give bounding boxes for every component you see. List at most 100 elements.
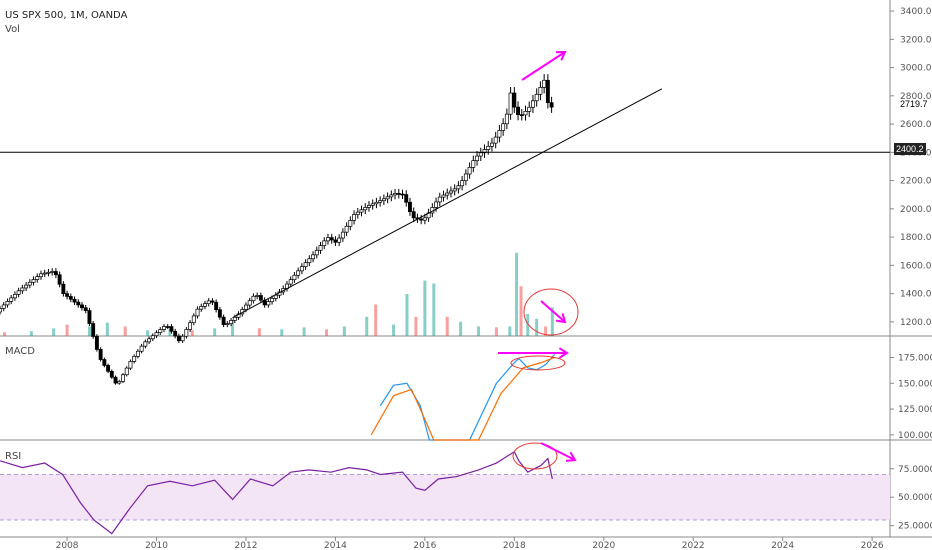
- volume-bar: [508, 326, 512, 336]
- volume-bar: [65, 324, 69, 336]
- candle-body: [80, 304, 84, 309]
- candle-body: [154, 332, 159, 337]
- volume-bar: [365, 316, 369, 336]
- candle-body: [340, 231, 345, 239]
- volume-bar: [515, 252, 519, 336]
- candle-body: [296, 270, 301, 276]
- time-tick-label: 2008: [56, 541, 79, 550]
- volume-bar: [477, 326, 481, 336]
- volume-bar: [494, 327, 498, 336]
- candle-body: [176, 335, 181, 342]
- candle-body: [441, 194, 446, 198]
- candle-body: [65, 293, 70, 297]
- candle-body: [5, 301, 10, 306]
- candle-body: [523, 111, 528, 116]
- hline-price-tag: 2400.2: [894, 143, 926, 155]
- time-tick-label: 2016: [413, 541, 436, 550]
- candle-body: [352, 214, 357, 221]
- candle-body: [206, 300, 211, 305]
- volume-bar: [324, 329, 328, 336]
- macd-tick-label: 175.0000: [898, 353, 932, 363]
- candle-body: [445, 192, 450, 196]
- candle-body: [534, 93, 539, 102]
- candle-body: [292, 274, 297, 281]
- candle-body: [363, 207, 368, 211]
- volume-circle: [523, 288, 579, 336]
- rsi-band: [0, 474, 890, 520]
- time-tick-label: 2020: [592, 541, 615, 550]
- candle-body: [188, 322, 193, 330]
- candle-body: [545, 79, 550, 104]
- time-tick-label: 2018: [503, 541, 526, 550]
- volume-bar: [423, 280, 427, 336]
- candle-body: [311, 254, 316, 260]
- candle-body: [329, 237, 334, 241]
- price-tick-label: 1800.0: [900, 233, 932, 243]
- candle-body: [512, 92, 517, 108]
- candle-body: [367, 205, 371, 208]
- candle-body: [106, 365, 111, 372]
- volume-bar: [414, 316, 418, 336]
- candle-body: [508, 92, 513, 115]
- price-tick-label: 3200.0: [900, 35, 932, 45]
- volume-bar: [519, 286, 523, 336]
- time-tick-label: 2010: [145, 541, 168, 550]
- volume-bar: [257, 328, 261, 336]
- candle-body: [303, 262, 308, 267]
- candle-body: [389, 194, 394, 198]
- candle-body: [270, 298, 275, 303]
- volume-down-arrow-head: [555, 313, 567, 324]
- price-tick-label: 2800.0: [900, 92, 932, 102]
- candle-body: [225, 323, 230, 325]
- candle-body: [217, 309, 222, 318]
- candle-body: [374, 201, 379, 205]
- candle-body: [519, 114, 524, 117]
- macd-flat-arrow-head: [558, 347, 569, 359]
- candle-body: [549, 102, 554, 108]
- rsi-line: [0, 450, 553, 535]
- volume-bar: [123, 326, 127, 336]
- candle-body: [12, 293, 17, 299]
- candle-body: [437, 196, 442, 203]
- macd-line: [379, 353, 556, 441]
- rsi-tick-label: 75.0000: [898, 465, 932, 475]
- candle-body: [199, 306, 204, 310]
- candle-body: [314, 249, 319, 256]
- candle-body: [538, 87, 543, 95]
- candle-body: [162, 326, 166, 330]
- candle-body: [452, 188, 457, 192]
- candle-body: [493, 136, 498, 144]
- candle-body: [531, 100, 535, 108]
- candle-body: [128, 361, 133, 369]
- price-tick-label: 3000.0: [900, 64, 932, 74]
- volume-bar: [535, 318, 539, 336]
- candle-body: [411, 211, 416, 219]
- candle-body: [117, 381, 122, 384]
- price-tick-label: 3400.0: [900, 7, 932, 17]
- volume-bar: [445, 316, 449, 336]
- candle-body: [232, 316, 237, 321]
- candle-body: [467, 166, 472, 175]
- candle-body: [486, 145, 491, 150]
- volume-bar: [2, 332, 6, 336]
- volume-label: Vol: [5, 24, 20, 35]
- volume-bar: [432, 283, 436, 336]
- candle-body: [326, 237, 330, 242]
- candle-body: [475, 155, 480, 162]
- candle-body: [359, 209, 364, 213]
- volume-bar: [459, 321, 463, 336]
- macd-tick-label: 100.0000: [898, 431, 932, 441]
- candle-body: [102, 359, 107, 366]
- volume-bar: [374, 304, 378, 336]
- candle-body: [344, 225, 349, 233]
- candle-body: [173, 330, 178, 337]
- candle-body: [184, 329, 189, 337]
- candle-body: [434, 201, 439, 208]
- volume-bar: [29, 331, 33, 336]
- candle-body: [307, 258, 312, 264]
- candle-body: [46, 271, 51, 274]
- candle-body: [68, 296, 73, 300]
- candle-body: [251, 295, 256, 302]
- price-uptrend-arrow: [521, 51, 566, 81]
